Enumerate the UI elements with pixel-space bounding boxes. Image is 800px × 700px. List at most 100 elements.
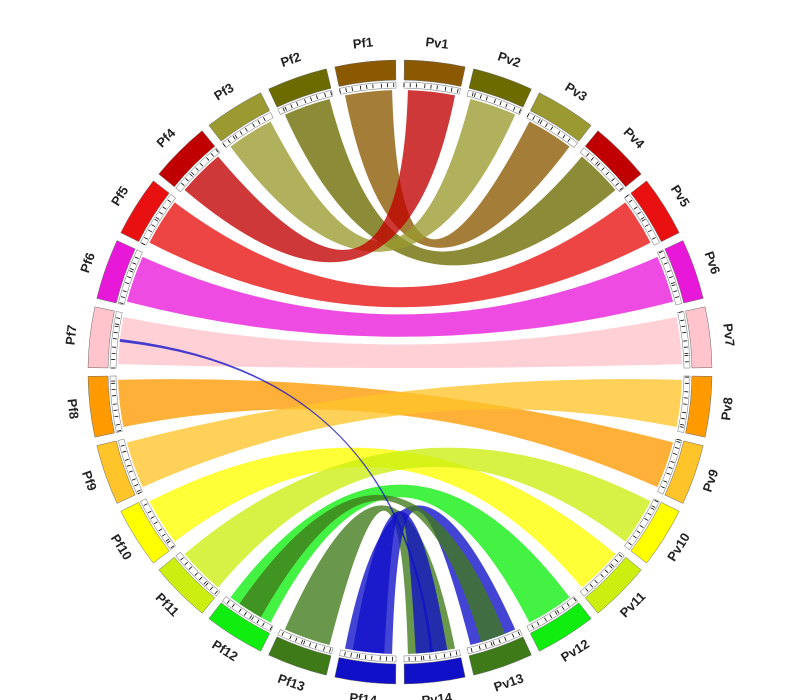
band-tick [484, 643, 487, 648]
band-tick [550, 126, 554, 131]
band-tick [556, 609, 560, 614]
band-tick [120, 296, 125, 299]
band-tick [344, 651, 346, 656]
band-tick [663, 262, 668, 265]
chord [184, 447, 651, 588]
band-tick [512, 633, 515, 638]
band-tick [114, 325, 119, 328]
band-tick [679, 426, 684, 428]
band-tick [660, 486, 665, 489]
band-tick [668, 276, 673, 279]
band-tick [610, 563, 615, 567]
band-tick [625, 194, 629, 198]
band-tick [170, 545, 175, 549]
chord [149, 447, 616, 588]
band-tick [249, 615, 253, 620]
chromosome-label: Pv9 [700, 467, 722, 494]
band-tick [144, 237, 148, 240]
band-tick [134, 256, 139, 259]
band-tick [490, 641, 493, 647]
band-tick [676, 438, 681, 441]
tick-band [140, 498, 176, 551]
band-tick [682, 331, 687, 334]
band-tick [647, 229, 652, 233]
chromosome-segment [685, 375, 713, 438]
band-tick [113, 331, 118, 334]
band-tick [323, 646, 325, 651]
band-tick [636, 530, 641, 534]
chromosome-segment [584, 130, 642, 188]
band-tick [161, 533, 166, 537]
band-tick [189, 173, 193, 177]
band-tick [605, 171, 609, 176]
band-tick [526, 113, 530, 118]
band-tick [609, 565, 613, 569]
band-tick [681, 325, 686, 328]
chromosome-label: Pv1 [425, 34, 450, 51]
chromosome-label: Pv14 [421, 690, 454, 700]
band-tick [435, 654, 437, 659]
band-tick [159, 211, 163, 215]
chromosome-segment [530, 92, 592, 142]
band-tick [184, 561, 188, 566]
band-tick [618, 554, 623, 558]
band-tick [531, 624, 534, 629]
chromosome-label: Pv7 [720, 323, 737, 348]
band-tick [126, 464, 131, 467]
band-tick [141, 242, 146, 246]
band-tick [185, 178, 189, 182]
chromosome-label: Pf12 [209, 637, 240, 664]
chromosome-label: Pf13 [276, 671, 307, 694]
chromosome-segment [664, 240, 704, 304]
band-tick [455, 651, 458, 656]
band-tick [205, 582, 209, 587]
band-tick [498, 639, 501, 644]
tick-band [466, 629, 523, 655]
band-tick [545, 123, 548, 128]
band-tick [680, 424, 685, 426]
band-tick [226, 600, 230, 604]
chromosome-label: Pf8 [65, 398, 82, 420]
tick-band [109, 311, 123, 369]
band-tick [517, 631, 521, 636]
chromosome-label: Pf5 [108, 183, 131, 208]
band-tick [162, 206, 167, 210]
band-tick [614, 558, 619, 563]
band-tick [673, 290, 678, 293]
band-tick [304, 99, 307, 104]
band-tick [166, 540, 171, 544]
band-tick [227, 139, 231, 144]
band-tick [666, 270, 671, 273]
chord [239, 494, 505, 643]
band-tick [615, 182, 619, 186]
tick-band [677, 311, 691, 369]
chord [352, 511, 448, 654]
chromosome-segment [120, 502, 170, 564]
band-tick [120, 444, 125, 447]
band-tick [222, 143, 226, 147]
band-tick [290, 104, 293, 109]
tick-band [657, 438, 683, 495]
band-tick [234, 134, 238, 139]
band-tick [595, 161, 599, 165]
band-tick [651, 505, 656, 508]
band-tick [456, 88, 459, 93]
tick-band [526, 112, 579, 148]
band-tick [637, 211, 641, 215]
band-tick [296, 102, 299, 107]
chromosome-segment [584, 556, 642, 614]
band-tick [444, 86, 447, 91]
band-tick [644, 224, 649, 227]
tick-band [140, 193, 176, 246]
chromosome-segment [268, 68, 332, 108]
band-tick [351, 86, 353, 92]
band-tick [199, 163, 204, 167]
band-tick [611, 178, 615, 182]
band-tick [675, 296, 680, 299]
band-tick [124, 458, 129, 461]
band-tick [493, 99, 496, 104]
chromosome-segment [158, 130, 216, 188]
band-tick [485, 96, 488, 101]
band-tick [596, 163, 601, 167]
chromosome-label: Pf3 [211, 80, 236, 103]
